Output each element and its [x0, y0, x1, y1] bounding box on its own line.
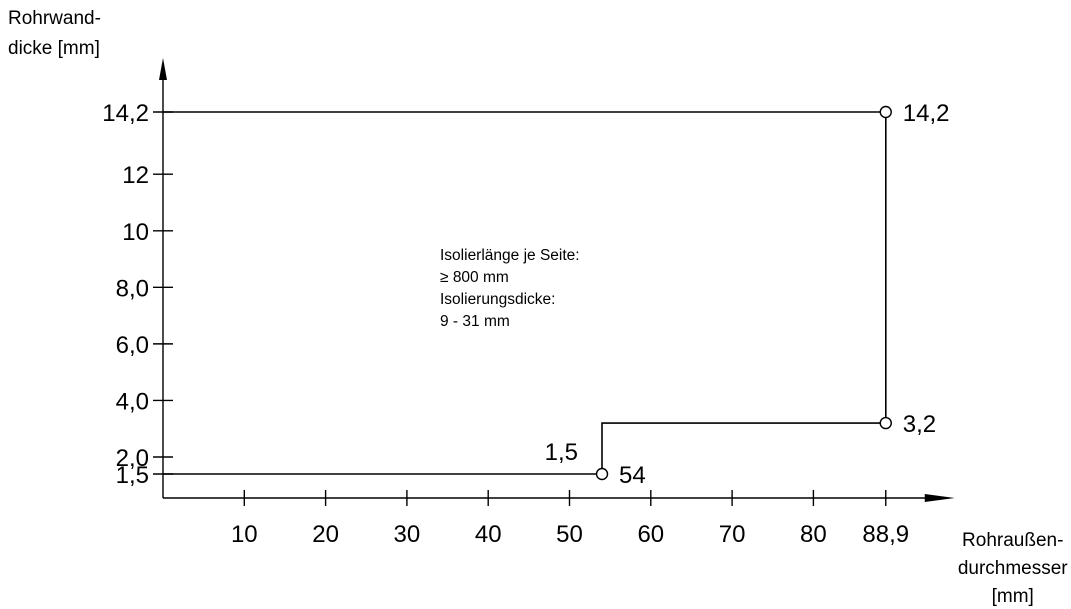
- x-tick-label: 88,9: [862, 521, 909, 548]
- x-tick-label: 60: [637, 521, 664, 548]
- y-tick-label: 12: [122, 162, 149, 189]
- y-tick-label: 8,0: [116, 275, 149, 302]
- x-axis-title: [mm]: [992, 586, 1034, 607]
- y-axis-arrow: [159, 58, 167, 80]
- x-tick-label: 10: [231, 521, 258, 548]
- chart-note: Isolierlänge je Seite:: [440, 247, 580, 264]
- markers: [595, 105, 892, 481]
- x-axis-arrow: [924, 494, 955, 502]
- series: [163, 111, 887, 475]
- x-tick-label: 30: [394, 521, 421, 548]
- x-tick-label: 40: [475, 521, 502, 548]
- boundary-line: [163, 111, 887, 475]
- x-tick-label: 80: [800, 521, 827, 548]
- chart-note: ≥ 800 mm: [440, 269, 509, 286]
- labels: 10 20 30 40 50 60 70 80 88,91,52,04,06,08,010121…: [8, 8, 1068, 607]
- point-label: 14,2: [903, 100, 950, 127]
- point-annotation: 1,5: [545, 439, 578, 466]
- x-tick-label: 50: [556, 521, 583, 548]
- chart-note: 9 - 31 mm: [440, 313, 510, 330]
- point-marker: [879, 105, 892, 119]
- chart-note: Isolierungsdicke:: [440, 291, 555, 308]
- y-tick-label: 14,2: [102, 100, 149, 127]
- point-label: 3,2: [903, 411, 936, 438]
- point-label: 54: [619, 462, 646, 489]
- x-axis-title: durchmesser: [958, 558, 1068, 579]
- y-tick-label: 4,0: [116, 388, 149, 415]
- y-tick-label: 6,0: [116, 332, 149, 359]
- x-axis-title: Rohraußen-: [962, 530, 1063, 551]
- y-tick-label: 10: [122, 219, 149, 246]
- y-tick-label: 1,5: [116, 462, 149, 489]
- point-marker: [595, 467, 609, 481]
- x-tick-label: 20: [312, 521, 339, 548]
- y-axis-title: dicke [mm]: [8, 38, 100, 59]
- y-axis-title: Rohrwand-: [8, 8, 101, 29]
- x-tick-label: 70: [719, 521, 746, 548]
- y-tick-label: 2,0: [116, 445, 149, 472]
- point-marker: [879, 416, 892, 430]
